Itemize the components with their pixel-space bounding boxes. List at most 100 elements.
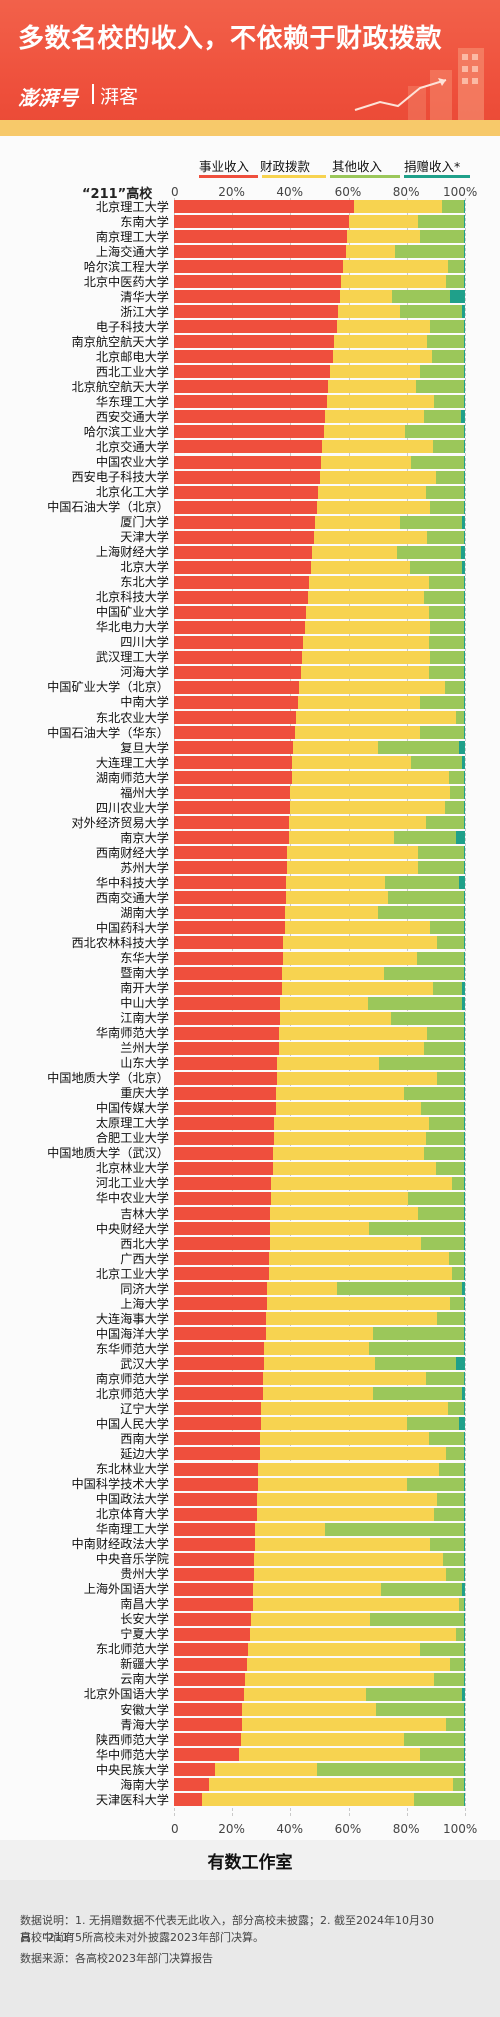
bar-segment-donation bbox=[463, 500, 465, 514]
bar-segment-donation bbox=[463, 1071, 465, 1085]
bar-row bbox=[174, 711, 465, 725]
bar-segment-career bbox=[174, 1237, 271, 1251]
bar-label: 贵州大学 bbox=[120, 1567, 169, 1582]
bar-label: 武汉理工大学 bbox=[95, 650, 169, 665]
tick-label-bottom: 20% bbox=[218, 1822, 245, 1836]
bar-segment-donation bbox=[463, 1432, 465, 1446]
bar-segment-fiscal bbox=[270, 1207, 419, 1220]
bar-label: 北京工业大学 bbox=[95, 1266, 169, 1281]
bar-row bbox=[174, 1763, 465, 1777]
bar-row bbox=[174, 1101, 465, 1115]
bar-segment-fiscal bbox=[275, 1101, 422, 1115]
bar-segment-career bbox=[174, 1011, 281, 1025]
bar-segment-other bbox=[368, 1342, 464, 1356]
bar-segment-other bbox=[453, 1778, 464, 1792]
bar-segment-fiscal bbox=[284, 906, 378, 920]
bar-segment-other bbox=[443, 1552, 464, 1566]
bar-label: 南京航空航天大学 bbox=[71, 334, 170, 349]
bar-row bbox=[174, 290, 465, 304]
bar-label: 湖南师范大学 bbox=[95, 770, 169, 785]
tick-label-top: 40% bbox=[276, 185, 304, 199]
bar-segment-other bbox=[441, 200, 464, 213]
bar-segment-donation bbox=[463, 350, 465, 364]
bar-segment-career bbox=[174, 801, 291, 815]
bar-segment-other bbox=[393, 831, 457, 845]
bar-segment-career bbox=[174, 305, 339, 319]
bar-segment-other bbox=[446, 275, 464, 289]
bar-segment-fiscal bbox=[252, 1582, 381, 1596]
bar-segment-career bbox=[174, 320, 337, 334]
bar-segment-career bbox=[174, 485, 319, 499]
bar-segment-career bbox=[174, 1733, 241, 1747]
bar-segment-fiscal bbox=[255, 1537, 431, 1551]
bar-segment-other bbox=[380, 1582, 463, 1596]
bar-row bbox=[174, 455, 465, 469]
bar-segment-other bbox=[456, 711, 464, 725]
bar-segment-other bbox=[435, 1161, 464, 1175]
bar-segment-career bbox=[174, 620, 305, 634]
bar-segment-career bbox=[174, 575, 310, 589]
bar-segment-donation bbox=[463, 1627, 465, 1641]
bar-segment-donation bbox=[456, 831, 465, 845]
bar-segment-career bbox=[174, 1222, 271, 1236]
bar-segment-other bbox=[437, 1312, 464, 1326]
bar-segment-career bbox=[174, 260, 343, 274]
bar-segment-career bbox=[174, 230, 348, 244]
bar-segment-fiscal bbox=[281, 966, 384, 980]
bar-segment-fiscal bbox=[329, 365, 420, 379]
bar-segment-career bbox=[174, 726, 295, 740]
bar-row bbox=[174, 1492, 465, 1506]
bar-segment-career bbox=[174, 1763, 215, 1777]
bar-segment-other bbox=[405, 425, 464, 439]
bar-row bbox=[174, 380, 465, 394]
tick-label-bottom: 60% bbox=[334, 1822, 362, 1836]
bar-label: 华中农业大学 bbox=[95, 1191, 169, 1206]
bar-row bbox=[174, 1432, 465, 1446]
bar-segment-donation bbox=[460, 410, 465, 424]
bar-label: 对外经济贸易大学 bbox=[71, 815, 170, 830]
bar-segment-donation bbox=[463, 425, 465, 439]
bar-row bbox=[174, 620, 465, 634]
bar-row bbox=[174, 680, 465, 694]
bar-segment-fiscal bbox=[287, 861, 419, 875]
bar-segment-other bbox=[336, 1282, 463, 1296]
bar-label: 中国药科大学 bbox=[95, 920, 169, 935]
bar-segment-fiscal bbox=[302, 650, 431, 664]
bar-segment-fiscal bbox=[258, 1462, 439, 1476]
bar-segment-fiscal bbox=[242, 1718, 447, 1732]
bar-segment-other bbox=[432, 981, 463, 995]
bar-segment-fiscal bbox=[277, 1056, 380, 1070]
bar-label: 山东大学 bbox=[120, 1056, 169, 1071]
bar-segment-other bbox=[373, 1327, 464, 1341]
bar-row bbox=[174, 605, 465, 619]
bar-segment-career bbox=[174, 1477, 259, 1491]
bar-label: 中国海洋大学 bbox=[95, 1326, 169, 1341]
bar-segment-career bbox=[174, 1282, 268, 1296]
bar-row bbox=[174, 951, 465, 965]
bar-label: 北京林业大学 bbox=[95, 1161, 169, 1176]
bar-segment-other bbox=[368, 1222, 464, 1236]
bar-segment-career bbox=[174, 290, 340, 304]
bar-segment-donation bbox=[463, 1312, 465, 1326]
bar-segment-career bbox=[174, 1387, 263, 1401]
bar-segment-other bbox=[444, 680, 464, 694]
bar-segment-fiscal bbox=[255, 1522, 326, 1536]
bar-row bbox=[174, 500, 465, 514]
bar-segment-donation bbox=[463, 861, 465, 875]
bar-segment-career bbox=[174, 1101, 276, 1115]
bar-segment-donation bbox=[463, 320, 465, 334]
bar-segment-donation bbox=[463, 1522, 465, 1536]
bar-segment-career bbox=[174, 275, 342, 289]
bar-segment-donation bbox=[463, 1612, 465, 1626]
bar-segment-donation bbox=[463, 951, 465, 965]
bar-segment-fiscal bbox=[274, 1131, 426, 1145]
bar-segment-career bbox=[174, 846, 288, 860]
bar-segment-donation bbox=[463, 1778, 465, 1792]
bar-segment-donation bbox=[463, 1222, 465, 1236]
tick-label-top: 0 bbox=[171, 185, 179, 199]
bar-label: 中国矿业大学 bbox=[95, 605, 169, 620]
brand-sub: 湃客 bbox=[100, 86, 139, 108]
bar-segment-career bbox=[174, 711, 297, 725]
bar-segment-career bbox=[174, 1703, 243, 1716]
bar-segment-donation bbox=[462, 515, 465, 529]
